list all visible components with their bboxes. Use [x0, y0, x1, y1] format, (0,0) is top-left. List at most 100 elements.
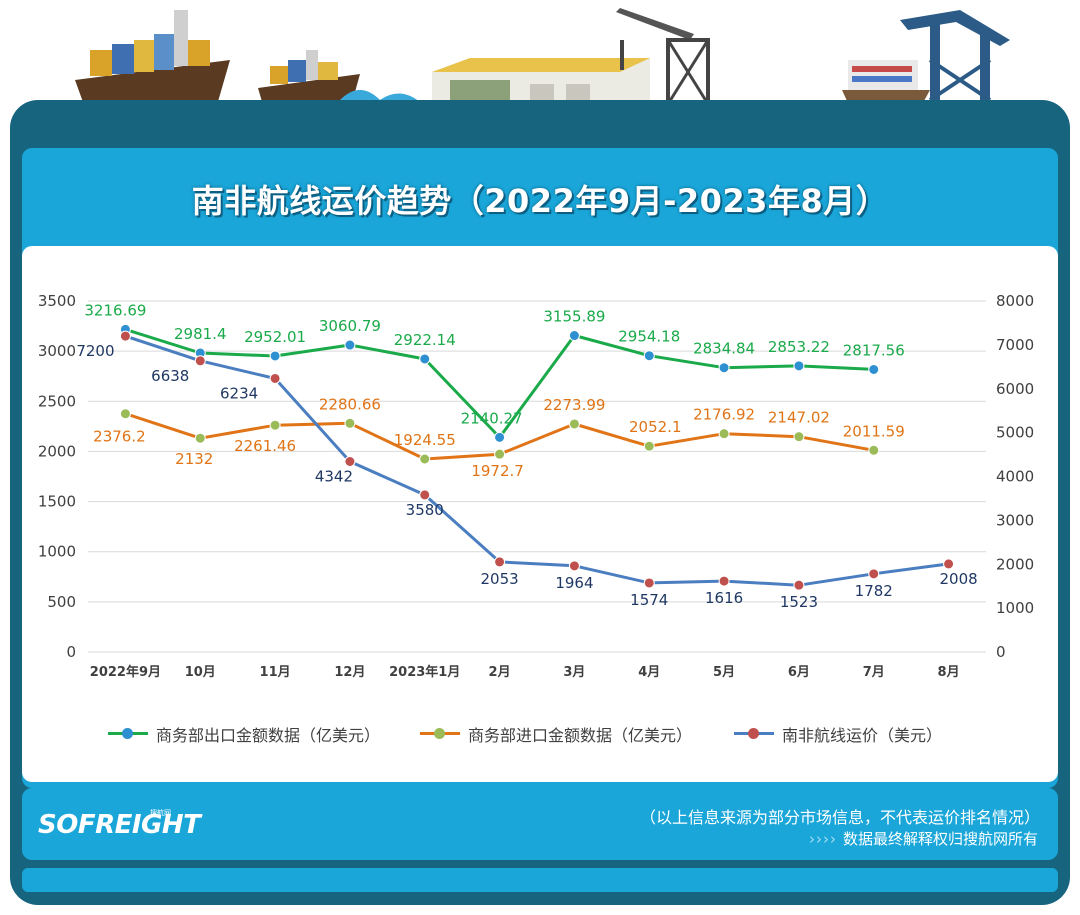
y-right-tick-label: 7000: [996, 336, 1034, 354]
brand-logo: SOFREIGHT: [38, 810, 201, 840]
y-left-tick-label: 3500: [38, 292, 76, 310]
legend-label-import: 商务部进口金额数据（亿美元）: [468, 726, 693, 745]
data-point-import: [119, 408, 131, 420]
data-point-freight: [793, 579, 805, 591]
data-label-export: 2922.14: [394, 331, 456, 349]
data-point-export: [718, 362, 730, 374]
x-tick-label: 4月: [638, 665, 660, 680]
y-left-tick-label: 3000: [38, 342, 76, 360]
data-label-import: 2261.46: [234, 437, 296, 455]
data-label-freight: 1523: [780, 593, 818, 611]
data-label-import: 2147.02: [768, 409, 830, 427]
x-tick-label: 7月: [863, 665, 885, 680]
data-point-export: [494, 431, 506, 443]
data-label-export: 2952.01: [244, 328, 306, 346]
footer-bar: [22, 788, 1058, 860]
data-label-freight: 7200: [76, 342, 114, 360]
data-label-export: 2853.22: [768, 338, 830, 356]
x-tick-label: 2022年9月: [90, 664, 161, 680]
data-point-export: [269, 350, 281, 362]
data-label-export: 2954.18: [618, 328, 680, 346]
copyright-text: 数据最终解释权归搜航网所有: [842, 830, 1038, 848]
x-tick-label: 10月: [185, 665, 216, 680]
data-label-export: 3060.79: [319, 317, 381, 335]
data-label-freight: 4342: [315, 467, 353, 485]
data-label-export: 2834.84: [693, 340, 755, 358]
legend-label-export: 商务部出口金额数据（亿美元）: [156, 726, 381, 745]
data-label-freight: 2053: [480, 570, 518, 588]
data-label-import: 1972.7: [471, 462, 524, 480]
y-left-tick-label: 0: [66, 643, 76, 661]
data-point-import: [568, 418, 580, 430]
data-label-export: 2817.56: [843, 341, 905, 359]
data-point-import: [194, 432, 206, 444]
y-right-tick-label: 6000: [996, 380, 1034, 398]
data-point-freight: [494, 556, 506, 568]
x-tick-label: 2月: [489, 665, 511, 680]
x-tick-label: 8月: [938, 665, 960, 680]
brand-logo-sub: 搜航网: [150, 809, 171, 817]
source-note: （以上信息来源为部分市场信息，不代表运价排名情况）: [639, 808, 1040, 827]
data-label-freight: 1782: [855, 582, 893, 600]
legend-marker-freight: [748, 728, 759, 739]
data-label-import: 2052.1: [629, 418, 682, 436]
data-label-import: 2132: [175, 450, 213, 468]
data-label-import: 2280.66: [319, 395, 381, 413]
y-left-tick-label: 2000: [38, 442, 76, 460]
y-right-tick-label: 1000: [996, 599, 1034, 617]
data-point-import: [269, 419, 281, 431]
data-label-export: 3216.69: [84, 301, 146, 319]
data-label-freight: 1616: [705, 589, 743, 607]
data-point-export: [568, 330, 580, 342]
data-label-export: 2981.4: [174, 325, 227, 343]
data-point-import: [344, 417, 356, 429]
data-point-freight: [568, 560, 580, 572]
crane-icon: [616, 8, 710, 106]
chevron-arrows-icon: ››››: [808, 830, 837, 848]
data-label-freight: 3580: [406, 501, 444, 519]
data-label-freight: 6234: [220, 384, 258, 402]
copyright-note: ›››› 数据最终解释权归搜航网所有: [809, 828, 1038, 849]
data-point-freight: [943, 558, 955, 570]
y-right-tick-label: 8000: [996, 292, 1034, 310]
y-right-tick-label: 4000: [996, 468, 1034, 486]
line-chart: 0 500 1000 1500 2000 2500 3000 3500 0 1000 2000 300…: [38, 292, 1034, 680]
data-point-freight: [643, 577, 655, 589]
data-label-freight: 1574: [630, 591, 668, 609]
data-point-import: [494, 448, 506, 460]
y-right-tick-label: 2000: [996, 555, 1034, 573]
data-point-export: [419, 353, 431, 365]
bottom-strip: [22, 868, 1058, 892]
data-point-import: [868, 444, 880, 456]
data-label-freight: 2008: [939, 570, 977, 588]
data-point-export: [344, 339, 356, 351]
data-point-import: [718, 428, 730, 440]
data-label-import: 1924.55: [394, 431, 456, 449]
data-point-freight: [194, 355, 206, 367]
page-title: 南非航线运价趋势（2022年9月-2023年8月）: [191, 182, 889, 220]
port-crane-right-icon: [900, 10, 1010, 112]
warehouse-icon: [432, 58, 650, 104]
y-left-tick-label: 1500: [38, 493, 76, 511]
data-label-import: 2273.99: [543, 396, 605, 414]
data-point-freight: [718, 575, 730, 587]
data-point-freight: [119, 330, 131, 342]
data-label-freight: 1964: [555, 574, 593, 592]
data-label-import: 2011.59: [843, 422, 905, 440]
y-right-tick-label: 0: [996, 643, 1006, 661]
x-tick-label: 6月: [788, 665, 810, 680]
data-label-import: 2376.2: [93, 428, 146, 446]
x-tick-label: 11月: [260, 665, 291, 680]
data-label-freight: 6638: [151, 367, 189, 385]
legend-label-freight: 南非航线运价（美元）: [782, 726, 943, 745]
legend-marker-export: [122, 728, 133, 739]
y-left-tick-label: 500: [47, 593, 76, 611]
y-left-tick-label: 1000: [38, 543, 76, 561]
data-point-freight: [269, 372, 281, 384]
data-point-import: [643, 440, 655, 452]
y-right-tick-label: 5000: [996, 424, 1034, 442]
data-point-import: [419, 453, 431, 465]
data-point-freight: [344, 455, 356, 467]
data-point-export: [793, 360, 805, 372]
data-label-export: 3155.89: [543, 308, 605, 326]
